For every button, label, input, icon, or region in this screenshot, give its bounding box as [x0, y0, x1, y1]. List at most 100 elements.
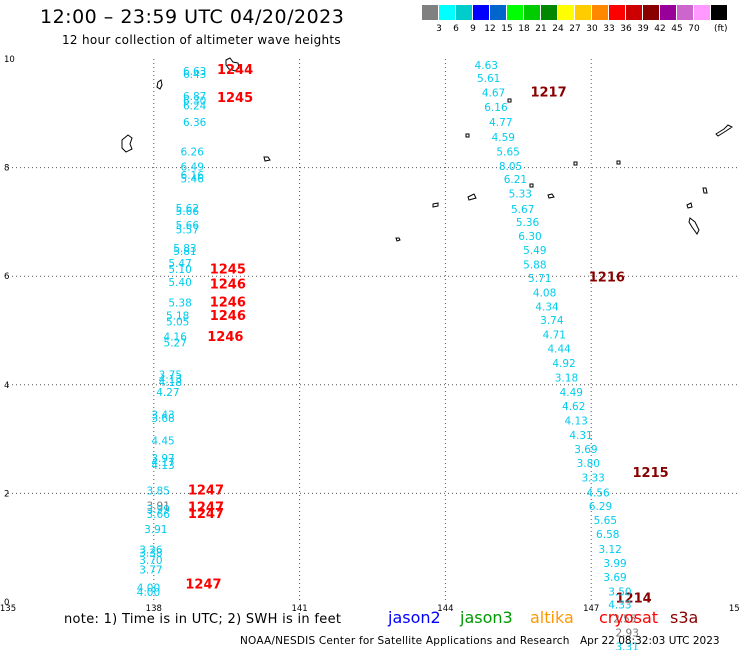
- color-scale-swatch: [626, 5, 642, 20]
- wave-height-label: 5.40: [168, 277, 191, 289]
- color-scale-unit: (ft): [714, 24, 728, 34]
- wave-height-label: 6.49: [181, 162, 204, 174]
- wave-height-label: 6.16: [181, 170, 205, 182]
- coastline: [688, 217, 700, 235]
- pass-id-label: 1246: [210, 309, 246, 324]
- wave-height-label: 5.66: [176, 220, 200, 232]
- wave-height-label: 3.85: [147, 486, 170, 498]
- wave-height-label: 4.67: [482, 88, 505, 100]
- wave-height-label: 4.33: [608, 600, 631, 612]
- color-scale-label: 21: [535, 24, 547, 34]
- coastline: [529, 183, 534, 188]
- wave-height-label: 4.63: [475, 60, 498, 72]
- legend-item-s3a: s3a: [670, 608, 699, 627]
- x-tick-label: 141: [291, 604, 307, 614]
- wave-height-label: 3.68: [151, 413, 174, 425]
- coastline: [263, 156, 271, 162]
- legend-item-jason2: jason2: [388, 608, 441, 627]
- wave-height-label: 5.83: [173, 243, 196, 255]
- color-scale-swatch: [677, 5, 693, 20]
- pass-id-label: 1247: [188, 501, 224, 516]
- color-scale-label: 12: [484, 24, 496, 34]
- wave-height-label: 5.36: [516, 217, 540, 229]
- wave-height-label: 5.65: [496, 146, 519, 158]
- wave-height-label: 3.91: [144, 524, 167, 536]
- color-scale-label: 3: [436, 24, 442, 34]
- legend-item-altika: altika: [530, 608, 574, 627]
- color-scale-swatch: [609, 5, 625, 20]
- wave-height-label: 3.74: [540, 315, 564, 327]
- wave-height-label: 4.00: [137, 587, 160, 599]
- x-tick-label: 150: [729, 604, 740, 614]
- wave-height-label: 4.59: [492, 132, 515, 144]
- color-scale-swatch: [575, 5, 591, 20]
- color-scale-label: 27: [569, 24, 581, 34]
- wave-height-label: 4.13: [159, 374, 182, 386]
- wave-height-label: 5.27: [164, 337, 187, 349]
- wave-height-label: 5.10: [168, 264, 191, 276]
- footer-note: note: 1) Time is in UTC; 2) SWH is in fe…: [64, 612, 342, 627]
- wave-height-label: 5.67: [511, 204, 534, 216]
- wave-height-label: 4.13: [564, 416, 587, 428]
- wave-height-label: 3.80: [577, 458, 600, 470]
- coastline: [467, 193, 477, 201]
- pass-id-label: 1215: [633, 466, 669, 481]
- pass-id-label: 1247: [185, 578, 221, 593]
- wave-height-label: 4.31: [569, 430, 592, 442]
- coastline: [715, 124, 733, 137]
- wave-height-label: 4.18: [159, 377, 182, 389]
- legend-item-jason3: jason3: [460, 608, 513, 627]
- color-scale-swatch: [660, 5, 676, 20]
- y-tick-label: 6: [4, 272, 9, 282]
- color-scale-swatch: [643, 5, 659, 20]
- y-tick-label: 0: [4, 598, 9, 608]
- wave-height-label: 5.61: [477, 73, 500, 85]
- wave-height-label: 8.05: [499, 161, 522, 173]
- y-tick-label: 10: [4, 55, 15, 65]
- color-scale-label: 42: [654, 24, 666, 34]
- wave-height-label: 6.29: [589, 501, 612, 513]
- wave-height-label: 3.75: [159, 369, 182, 381]
- wave-height-label: 4.56: [586, 487, 610, 499]
- color-scale-swatch: [439, 5, 455, 20]
- wave-height-label: 3.99: [147, 504, 170, 516]
- wave-height-label: 6.21: [504, 174, 527, 186]
- pass-id-label: 1246: [207, 330, 243, 345]
- color-scale-swatch: [592, 5, 608, 20]
- coastline: [395, 237, 401, 242]
- wave-height-label: 5.88: [523, 259, 546, 271]
- coastline: [121, 134, 133, 153]
- y-tick-label: 8: [4, 164, 9, 174]
- wave-height-label: 3.97: [151, 453, 174, 465]
- wave-height-label: 6.63: [183, 66, 206, 78]
- wave-height-label: 2.55: [613, 613, 636, 625]
- color-scale-swatch: [711, 5, 727, 20]
- color-scale-label: 15: [501, 24, 513, 34]
- wave-height-label: 4.92: [552, 358, 575, 370]
- wave-height-label: 3.26: [139, 544, 163, 556]
- page-subtitle: 12 hour collection of altimeter wave hei…: [62, 33, 341, 47]
- wave-height-label: 4.13: [151, 460, 174, 472]
- wave-height-label: 5.65: [594, 515, 617, 527]
- wave-height-label: 6.36: [183, 117, 207, 129]
- color-scale-label: 39: [637, 24, 649, 34]
- pass-id-label: 1214: [616, 592, 652, 607]
- wave-height-label: 6.26: [181, 146, 205, 158]
- pass-id-label: 1244: [217, 63, 253, 78]
- page-title: 12:00 – 23:59 UTC 04/20/2023: [40, 6, 345, 28]
- generation-timestamp: Apr 22 08:32:03 UTC 2023: [580, 635, 720, 647]
- coastline: [432, 202, 439, 208]
- color-scale-label: 33: [603, 24, 615, 34]
- coastline: [547, 193, 555, 199]
- wave-height-label: 3.18: [555, 373, 578, 385]
- coastline: [225, 57, 240, 72]
- legend-item-cryosat: cryosat: [599, 608, 659, 627]
- wave-height-label: 3.69: [603, 572, 626, 584]
- pass-id-label: 1245: [210, 263, 246, 278]
- wave-height-label: 5.62: [176, 203, 199, 215]
- color-scale-label: 70: [688, 24, 700, 34]
- x-tick-label: 138: [146, 604, 162, 614]
- color-scale-swatch: [524, 5, 540, 20]
- wave-height-label: 4.71: [543, 329, 566, 341]
